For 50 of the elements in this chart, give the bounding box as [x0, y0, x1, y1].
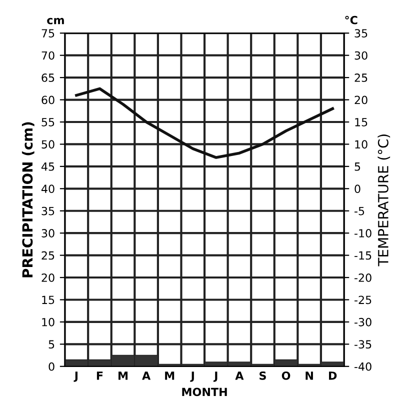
y-tick-label: 45 — [41, 162, 54, 171]
y2-tick-label: -15 — [354, 251, 372, 260]
y2-tick-label: 0 — [354, 184, 360, 194]
x-tick-label: N — [306, 372, 313, 380]
text: °C — [345, 16, 358, 24]
y-tick-label: 30 — [42, 229, 54, 238]
y-tick-label: 25 — [42, 251, 54, 260]
y2-tick-label: 25 — [354, 74, 368, 82]
y-tick-label: 35 — [42, 206, 54, 216]
x-tick-label: S — [260, 371, 266, 380]
line-series — [75, 87, 334, 159]
x-tick-label: J — [213, 372, 218, 382]
y-axis-title: PRECIPITATION (cm) — [22, 122, 34, 278]
x-tick-label: D — [329, 372, 337, 380]
x-tick-label: F — [96, 372, 103, 380]
y2-tick-label: -25 — [354, 296, 372, 304]
x-tick-label: A — [142, 372, 151, 380]
y2-tick-label: 10 — [355, 140, 368, 149]
y2-tick-label: 5 — [354, 162, 360, 171]
y-tick-label: 65 — [42, 74, 54, 82]
x-tick-label: O — [282, 371, 290, 380]
y2-tick-label: 20 — [354, 96, 368, 104]
y-tick-label: 40 — [41, 184, 54, 194]
y-tick-label: 10 — [42, 318, 54, 326]
y-tick-label: 60 — [42, 96, 54, 104]
x-tick-label: J — [74, 372, 78, 382]
x-tick-label: M — [165, 372, 174, 380]
y2-tick-label: 15 — [355, 118, 368, 126]
y-tick-label: 70 — [42, 51, 54, 60]
y-tick-label: 20 — [42, 273, 54, 282]
y-tick-label: 50 — [42, 140, 54, 149]
y2-tick-label: -20 — [354, 273, 372, 282]
y-tick-label: 0 — [48, 362, 54, 371]
y-tick-label: 5 — [48, 340, 54, 349]
y2-tick-label: -10 — [354, 229, 372, 238]
y2-tick-label: -5 — [354, 206, 364, 216]
y2-tick-label: 30 — [354, 51, 368, 60]
y2-tick-label: 35 — [354, 29, 368, 38]
x-tick-label: J — [190, 372, 194, 382]
y2-tick-label: -30 — [354, 318, 372, 326]
y2-tick-label: -40 — [354, 362, 372, 371]
y2-axis-title: TEMPERATURE (°C) — [378, 134, 390, 266]
y-tick-label: 15 — [42, 296, 54, 304]
y-tick-label: 55 — [42, 118, 54, 126]
y2-tick-label: -35 — [354, 340, 372, 349]
x-axis-title: MONTH — [182, 388, 227, 396]
x-tick-label: A — [235, 372, 244, 380]
y-tick-label: 75 — [42, 29, 54, 38]
text: cm — [47, 18, 64, 24]
x-tick-label: M — [118, 372, 128, 380]
